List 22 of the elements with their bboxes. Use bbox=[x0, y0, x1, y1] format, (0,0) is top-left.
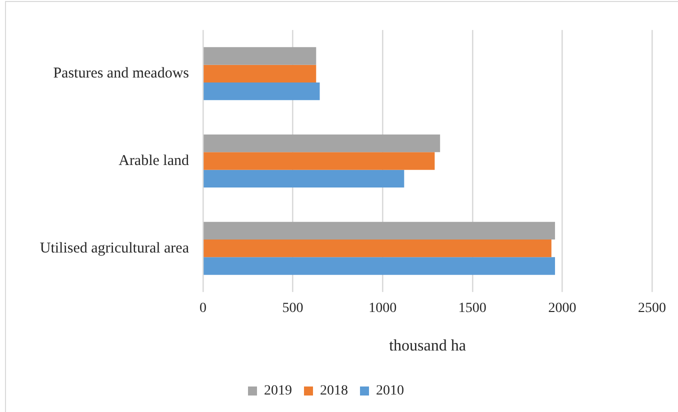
x-tick-label: 1500 bbox=[458, 301, 486, 316]
bar bbox=[204, 257, 556, 275]
bar bbox=[204, 82, 320, 100]
x-tick-label: 500 bbox=[282, 301, 304, 316]
bar bbox=[204, 170, 404, 188]
x-tick-label: 2000 bbox=[548, 301, 576, 316]
y-tick-label: Arable land bbox=[118, 152, 190, 169]
legend-label: 2019 bbox=[264, 384, 292, 399]
y-tick-label: Pastures and meadows bbox=[53, 66, 190, 82]
bar bbox=[204, 134, 440, 152]
bar bbox=[204, 240, 552, 258]
bar bbox=[204, 47, 316, 65]
x-axis-title: thousand ha bbox=[389, 338, 466, 355]
y-tick-label: Utilised agricultural area bbox=[40, 240, 190, 256]
bar bbox=[204, 64, 316, 82]
x-tick-label: 1000 bbox=[368, 301, 397, 316]
bar bbox=[204, 222, 556, 240]
bar bbox=[204, 152, 435, 170]
legend-label: 2010 bbox=[376, 384, 404, 399]
x-tick-label: 2500 bbox=[638, 301, 666, 316]
x-tick-label: 0 bbox=[200, 301, 206, 316]
legend-label: 2018 bbox=[320, 384, 348, 399]
